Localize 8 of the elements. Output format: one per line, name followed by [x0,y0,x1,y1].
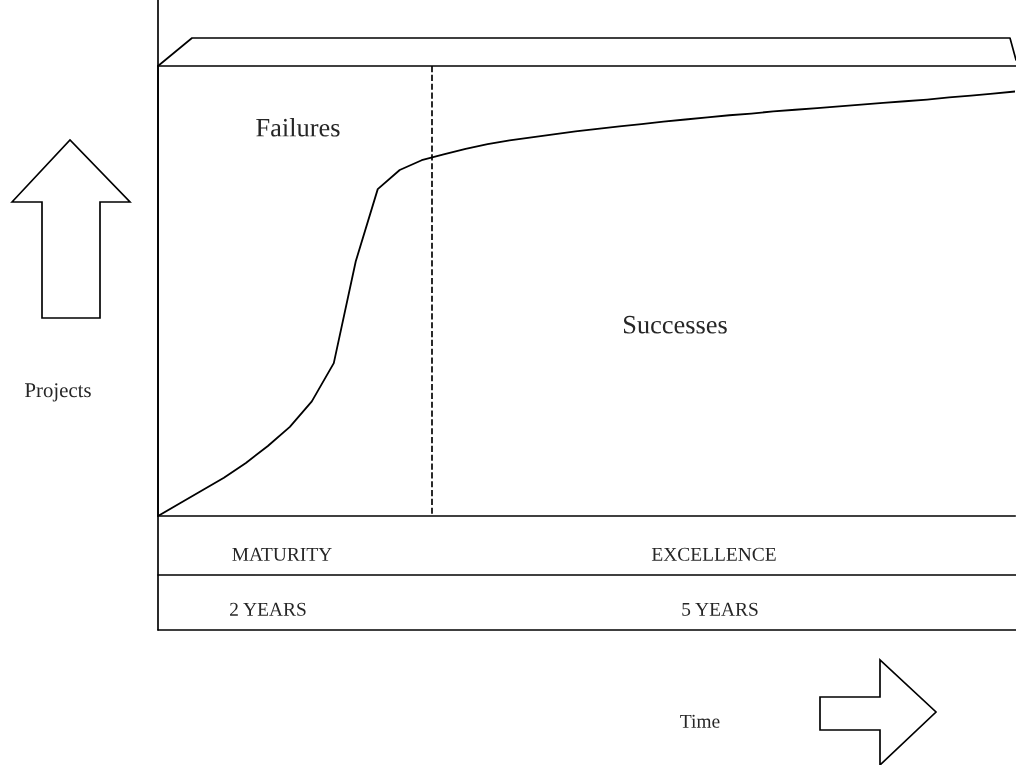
text: Time [680,714,720,728]
text: MATURITY [232,547,332,561]
text: 5 YEARS [682,602,758,616]
text: Projects [25,383,91,402]
text: 2 YEARS [230,602,306,616]
annotation: Failures [256,118,340,137]
text: EXCELLENCE [651,547,776,561]
annotation: Successes [624,315,727,334]
